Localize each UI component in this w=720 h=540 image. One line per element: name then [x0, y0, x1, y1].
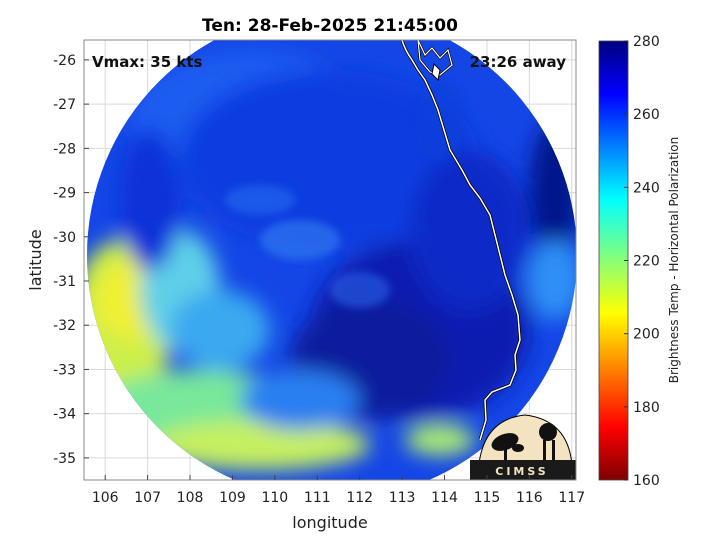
colorbar-ticks: 280 260 240 220 200 180 160 [624, 34, 660, 489]
y-tick-label: -28 [53, 141, 76, 157]
y-tick-label: -33 [53, 362, 76, 378]
colorbar-tick-label: 220 [633, 254, 660, 270]
x-tick-label: 115 [474, 490, 501, 506]
x-tick-label: 106 [92, 490, 119, 506]
y-axis-ticks: -26 -27 -28 -29 -30 -31 -32 -33 -34 -35 [53, 53, 89, 467]
away-label: 23:26 away [470, 53, 567, 71]
logo-text: CIMSS [495, 465, 548, 478]
y-tick-label: -30 [53, 230, 76, 246]
colorbar-tick-label: 240 [633, 180, 660, 196]
colorbar-label: Brightness Temp - Horizontal Polarizatio… [667, 137, 681, 384]
y-tick-label: -29 [53, 186, 76, 202]
y-tick-label: -31 [53, 274, 76, 290]
x-axis-label: longitude [292, 513, 367, 532]
x-tick-label: 110 [261, 490, 288, 506]
chart-title: Ten: 28-Feb-2025 21:45:00 [202, 16, 458, 36]
colorbar-tick-label: 200 [633, 327, 660, 343]
x-tick-label: 109 [219, 490, 246, 506]
colorbar-tick-label: 180 [633, 400, 660, 416]
y-tick-label: -35 [53, 451, 76, 467]
y-tick-label: -34 [53, 407, 76, 423]
cimss-logo: CIMSS [470, 414, 576, 480]
vmax-label: Vmax: 35 kts [92, 53, 202, 71]
y-axis-label: latitude [26, 229, 45, 290]
y-tick-label: -32 [53, 318, 76, 334]
x-tick-label: 113 [389, 490, 416, 506]
y-tick-label: -27 [53, 97, 76, 113]
y-tick-label: -26 [53, 53, 76, 69]
x-tick-label: 114 [431, 490, 458, 506]
x-tick-label: 107 [134, 490, 161, 506]
colorbar-tick-label: 280 [633, 34, 660, 50]
x-tick-label: 111 [304, 490, 331, 506]
plot-frame [83, 39, 577, 481]
x-axis-ticks: 106 107 108 109 110 111 112 113 114 115 116 117 [92, 475, 585, 506]
x-tick-label: 116 [516, 490, 543, 506]
colorbar-tick-label: 160 [633, 473, 660, 489]
colorbar: 280 260 240 220 200 180 160 Brightness Temp - … [598, 34, 681, 489]
colorbar-tick-label: 260 [633, 107, 660, 123]
x-tick-label: 108 [177, 490, 204, 506]
x-tick-label: 117 [558, 490, 585, 506]
coastline [400, 40, 522, 441]
x-tick-label: 112 [346, 490, 373, 506]
